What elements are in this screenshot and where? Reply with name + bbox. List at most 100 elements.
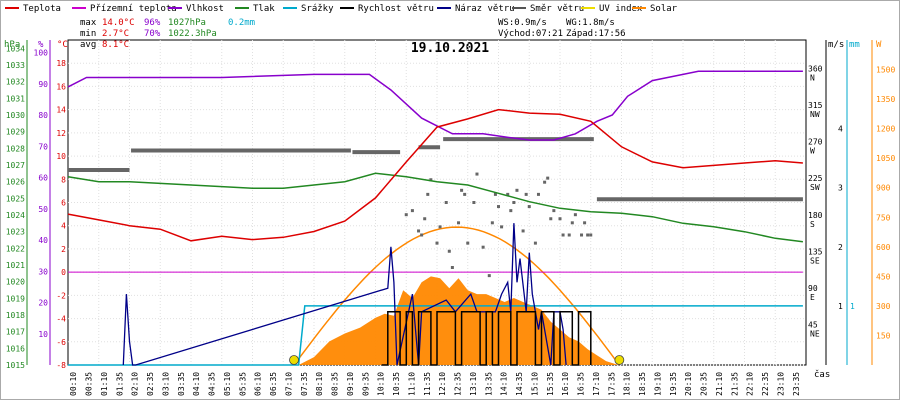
time-tick-label: 15:35 [546, 372, 555, 396]
dir-tick-deg: 360 [808, 65, 823, 74]
wind-direction-point [435, 241, 439, 245]
pct-tick-label: 40 [38, 236, 48, 245]
wind-direction-point [404, 213, 408, 217]
time-tick-label: 13:35 [484, 372, 493, 396]
pct-tick-label: 30 [38, 267, 48, 276]
c-tick-label: 18 [56, 59, 66, 68]
time-tick-label: 08:35 [331, 372, 340, 396]
time-tick-label: 14:10 [500, 372, 509, 396]
chart-title: 19.10.2021 [411, 41, 489, 56]
dir-tick-name: NE [810, 329, 820, 338]
time-tick-label: 05:35 [238, 372, 247, 396]
c-tick-label: 2 [61, 245, 66, 254]
time-tick-label: 11:35 [423, 372, 432, 396]
legend-label-9: Solar [650, 4, 678, 14]
time-tick-label: 03:10 [161, 372, 170, 396]
wind-info-block: WS:0.9m/s WG:1.8m/s Východ:07:21 Západ:1… [498, 18, 626, 39]
hpa-tick-label: 1030 [6, 111, 25, 120]
uv-marker [289, 355, 299, 365]
c-unit: °C [57, 40, 68, 50]
legend-label-3: Tlak [253, 4, 275, 14]
pressure-line [67, 172, 803, 243]
time-tick-label: 18:10 [623, 372, 632, 396]
w-tick-label: 900 [876, 184, 891, 193]
c-tick-label: -2 [56, 291, 66, 300]
c-tick-label: -8 [56, 361, 66, 370]
time-tick-label: 10:35 [392, 372, 401, 396]
stat-max-press: 1027hPa [168, 18, 206, 28]
wind-direction-point [450, 266, 454, 269]
stat-min-hum: 70% [144, 29, 161, 39]
wind-wg: WG:1.8m/s [566, 18, 615, 28]
wind-direction-point [536, 192, 540, 196]
wind-direction-point [558, 217, 562, 221]
c-tick-label: 16 [56, 82, 66, 91]
time-tick-label: 22:35 [761, 372, 770, 396]
stat-max-label: max [80, 18, 97, 28]
c-tick-label: 4 [61, 222, 66, 231]
w-tick-label: 750 [876, 213, 891, 222]
ms-tick-label: 3 [838, 184, 843, 193]
ms-tick-label: 2 [838, 243, 843, 252]
hpa-tick-label: 1016 [6, 344, 25, 353]
pct-tick-label: 60 [38, 174, 48, 183]
c-tick-label: 14 [56, 106, 66, 115]
time-tick-label: 19:10 [653, 372, 662, 396]
w-tick-label: 300 [876, 302, 891, 311]
hpa-tick-label: 1033 [6, 61, 25, 70]
wind-direction-point [438, 225, 442, 229]
hpa-tick-label: 1027 [6, 161, 25, 170]
humidity-line [67, 70, 803, 141]
time-tick-label: 06:10 [254, 372, 263, 396]
wind-direction-point [524, 192, 528, 196]
stat-max-hum: 96% [144, 18, 161, 28]
wind-direction-point [549, 217, 553, 221]
c-tick-label: 8 [61, 175, 66, 184]
wind-ws: WS:0.9m/s [498, 18, 547, 28]
pct-tick-label: 100 [34, 49, 49, 58]
time-tick-label: 10:10 [377, 372, 386, 396]
wind-direction-point [429, 178, 433, 182]
wind-direction-point [475, 172, 479, 176]
wind-direction-point [515, 188, 519, 192]
time-tick-label: 20:10 [684, 372, 693, 396]
wind-direction-point [543, 180, 547, 184]
wind-direction-point [481, 245, 485, 249]
uv-marker [614, 355, 625, 365]
wind-direction-point [583, 221, 587, 225]
time-tick-label: 20:35 [700, 372, 709, 396]
series-layer [67, 70, 803, 366]
wind-direction-point [561, 233, 565, 237]
time-tick-label: 07:10 [284, 372, 293, 396]
hpa-tick-label: 1029 [6, 128, 25, 137]
time-tick-label: 05:10 [223, 372, 232, 396]
mm-unit: mm [849, 40, 860, 50]
ms-tick-label: 1 [838, 302, 843, 311]
wind-direction-point [573, 213, 577, 217]
wind-direction-point [447, 249, 451, 253]
dir-tick-deg: 315 [808, 101, 823, 110]
axis-unit-labels: hPa % °C m/s mm W čas [4, 40, 882, 380]
hpa-tick-label: 1021 [6, 261, 25, 270]
wind-gust-line [122, 223, 567, 366]
dir-tick-deg: 180 [808, 211, 823, 220]
stat-avg-label: avg [80, 40, 96, 50]
sunrise-text: Východ:07:21 [498, 29, 563, 39]
hpa-tick-label: 1017 [6, 328, 25, 337]
mm-tick-label: 1 [850, 302, 855, 311]
sunset-text: Západ:17:56 [566, 29, 626, 39]
hpa-tick-label: 1023 [6, 228, 25, 237]
w-tick-label: 1050 [876, 154, 895, 163]
dir-tick-deg: 225 [808, 174, 823, 183]
time-tick-label: 01:35 [115, 372, 124, 396]
legend-label-4: Srážky [301, 4, 334, 14]
hpa-tick-label: 1028 [6, 144, 25, 153]
c-tick-label: 0 [61, 268, 66, 277]
wind-direction-point [472, 201, 476, 204]
wind-direction-point [506, 192, 510, 196]
time-tick-label: 22:10 [746, 372, 755, 396]
wind-direction-point [466, 241, 470, 245]
wind-direction-point [420, 233, 424, 237]
